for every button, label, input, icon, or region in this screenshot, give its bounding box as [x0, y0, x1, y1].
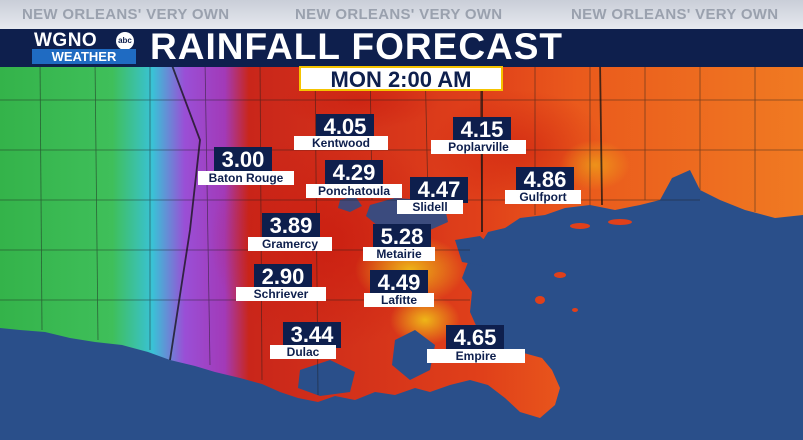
page-title: RAINFALL FORECAST — [150, 26, 564, 67]
city-name: Slidell — [397, 200, 463, 214]
rain-value: 4.49 — [370, 270, 428, 296]
rain-value: 4.15 — [453, 117, 511, 143]
tagline-right: NEW ORLEANS' VERY OWN — [571, 6, 779, 23]
logo-subtitle: WEATHER — [32, 49, 136, 64]
barataria-bay — [392, 330, 435, 380]
city-name: Baton Rouge — [198, 171, 294, 185]
terrebonne-bay — [298, 360, 355, 396]
rain-value: 5.28 — [373, 224, 431, 250]
city-name: Schriever — [236, 287, 326, 301]
forecast-time: MON 2:00 AM — [330, 67, 472, 92]
forecast-time-box: MON 2:00 AM — [299, 66, 503, 92]
network-logo-icon: abc — [116, 32, 134, 50]
city-name: Ponchatoula — [306, 184, 402, 198]
logo-text: WGNO — [34, 30, 98, 51]
rain-value: 4.29 — [325, 160, 383, 186]
city-name: Poplarville — [431, 140, 526, 154]
rain-value: 3.89 — [262, 213, 320, 239]
city-name: Dulac — [270, 345, 336, 359]
city-name: Kentwood — [294, 136, 388, 150]
rain-value: 4.86 — [516, 167, 574, 193]
city-name: Gulfport — [505, 190, 581, 204]
lake-borgne — [455, 236, 495, 266]
city-name: Empire — [427, 349, 525, 363]
tagline-center: NEW ORLEANS' VERY OWN — [295, 6, 503, 23]
rain-value: 3.44 — [283, 322, 341, 348]
rain-value: 4.65 — [446, 325, 504, 351]
rain-value: 3.00 — [214, 147, 272, 173]
rain-value: 2.90 — [254, 264, 312, 290]
rain-value: 4.05 — [316, 114, 374, 140]
city-name: Gramercy — [248, 237, 332, 251]
barrier-islands — [535, 219, 632, 312]
top-banner — [0, 0, 803, 29]
city-name: Metairie — [363, 247, 435, 261]
rain-value: 4.47 — [410, 177, 468, 203]
city-name: Lafitte — [364, 293, 434, 307]
tagline-left: NEW ORLEANS' VERY OWN — [22, 6, 230, 23]
station-logo: WGNO abc WEATHER — [32, 30, 138, 65]
